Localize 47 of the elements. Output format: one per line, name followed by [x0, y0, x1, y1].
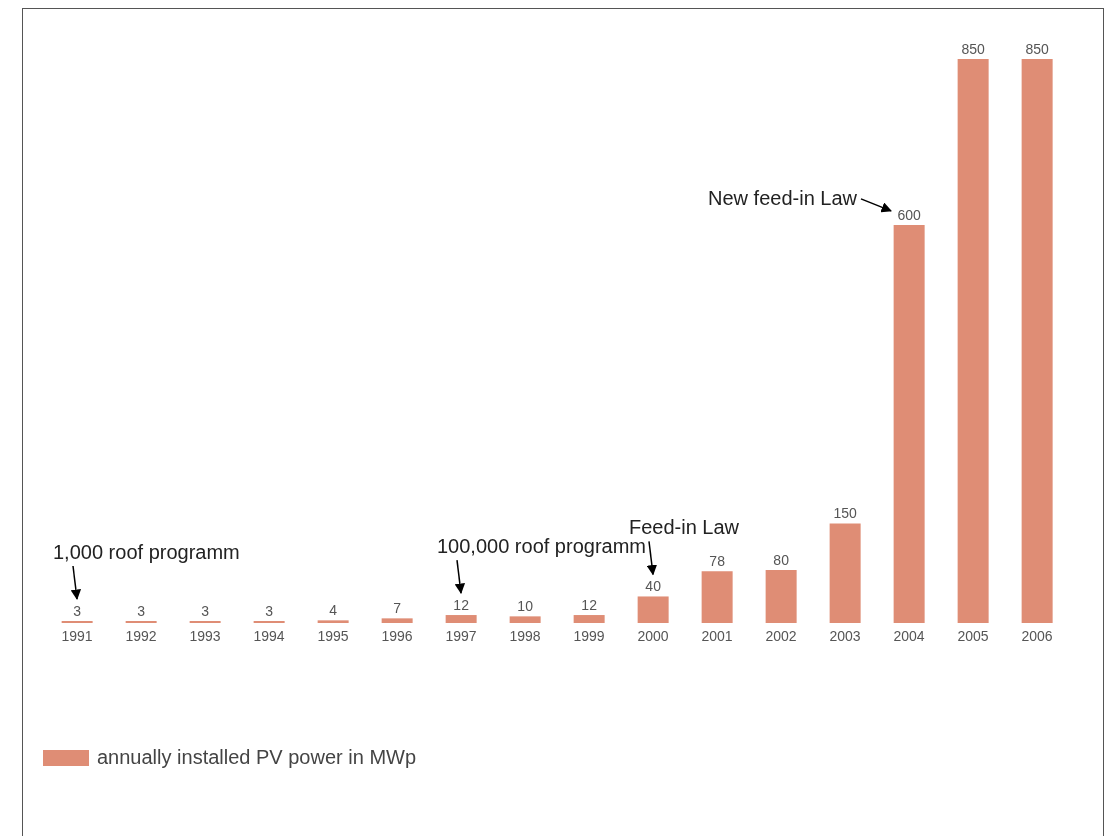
bar — [637, 596, 669, 623]
x-tick-label: 2000 — [637, 627, 669, 644]
x-tick-label: 1991 — [61, 627, 93, 644]
bar — [829, 523, 861, 623]
x-tick-label: 2006 — [1021, 627, 1053, 644]
data-label: 80 — [773, 551, 790, 568]
x-tick-label: 1995 — [317, 627, 349, 644]
bar — [765, 569, 797, 623]
bar — [701, 571, 733, 623]
data-label: 40 — [645, 578, 662, 595]
x-tick-label: 2005 — [957, 627, 989, 644]
x-tick-label: 1993 — [189, 627, 221, 644]
x-tick-label: 2004 — [893, 627, 925, 644]
data-label: 600 — [897, 206, 922, 223]
data-label: 3 — [137, 603, 146, 620]
data-label: 3 — [265, 603, 274, 620]
bar — [957, 59, 989, 623]
data-label: 3 — [201, 603, 210, 620]
bar — [573, 615, 605, 623]
x-tick-label: 1994 — [253, 627, 285, 644]
bar — [445, 615, 477, 623]
data-label: 150 — [833, 505, 858, 522]
x-tick-label: 2003 — [829, 627, 861, 644]
bar — [893, 224, 925, 623]
data-label: 12 — [453, 597, 470, 614]
data-label: 850 — [961, 41, 986, 57]
x-tick-label: 2001 — [701, 627, 733, 644]
bar — [509, 616, 541, 623]
data-label: 12 — [581, 597, 598, 614]
data-label: 3 — [73, 603, 82, 620]
annotation: 1,000 roof programm — [53, 541, 240, 564]
legend-label: annually installed PV power in MWp — [97, 746, 417, 769]
annotation: New feed-in Law — [708, 186, 858, 209]
data-label: 7 — [393, 600, 402, 617]
x-tick-label: 2002 — [765, 627, 797, 644]
data-label: 4 — [329, 602, 338, 619]
x-tick-label: 1992 — [125, 627, 157, 644]
x-tick-label: 1999 — [573, 627, 605, 644]
x-tick-label: 1996 — [381, 627, 413, 644]
bar — [1021, 59, 1053, 623]
data-label: 10 — [517, 598, 534, 615]
x-tick-label: 1998 — [509, 627, 541, 644]
data-label: 850 — [1025, 41, 1050, 57]
x-tick-label: 1997 — [445, 627, 477, 644]
bar — [317, 620, 349, 623]
bar — [381, 618, 413, 623]
data-label: 78 — [709, 553, 726, 570]
